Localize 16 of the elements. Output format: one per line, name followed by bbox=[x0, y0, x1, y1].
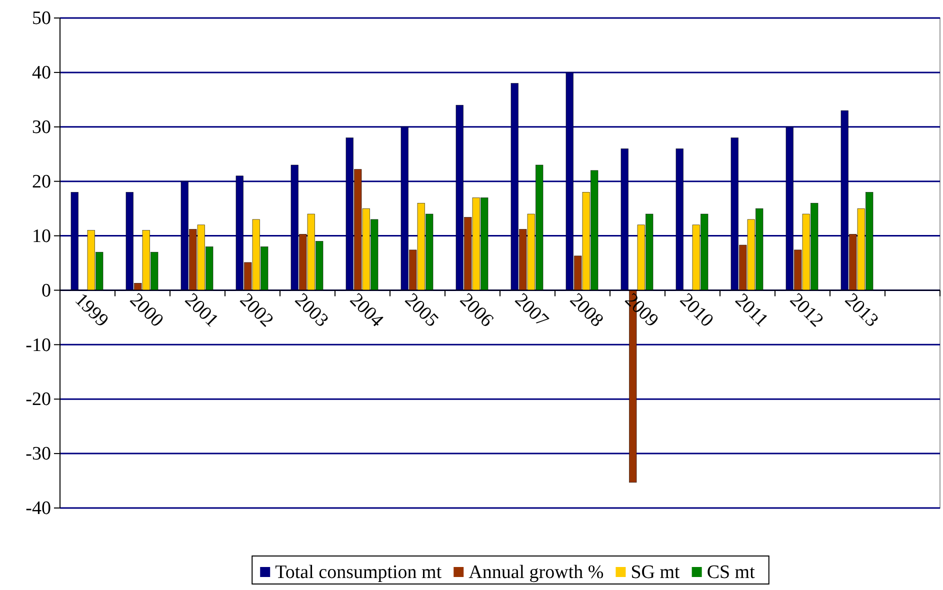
x-tick-label: 1999 bbox=[70, 289, 112, 332]
y-tick-label: 30 bbox=[32, 116, 51, 138]
legend-label: SG mt bbox=[630, 562, 681, 583]
y-tick-label: -40 bbox=[26, 498, 51, 520]
y-tick-label: 50 bbox=[32, 8, 51, 30]
y-tick-label: 40 bbox=[32, 62, 51, 84]
y-tick-label: 10 bbox=[32, 226, 51, 247]
x-tick-label: 2007 bbox=[510, 289, 552, 332]
legend-label: Total consumption mt bbox=[275, 562, 442, 583]
y-tick-label: -30 bbox=[26, 444, 51, 465]
legend-label: CS mt bbox=[706, 562, 756, 583]
legend-label: Annual growth % bbox=[468, 562, 604, 583]
y-tick-label: 0 bbox=[42, 280, 51, 302]
y-tick-label: -10 bbox=[26, 334, 51, 356]
y-tick-label: 20 bbox=[32, 171, 51, 192]
y-tick-label: -20 bbox=[26, 389, 51, 410]
